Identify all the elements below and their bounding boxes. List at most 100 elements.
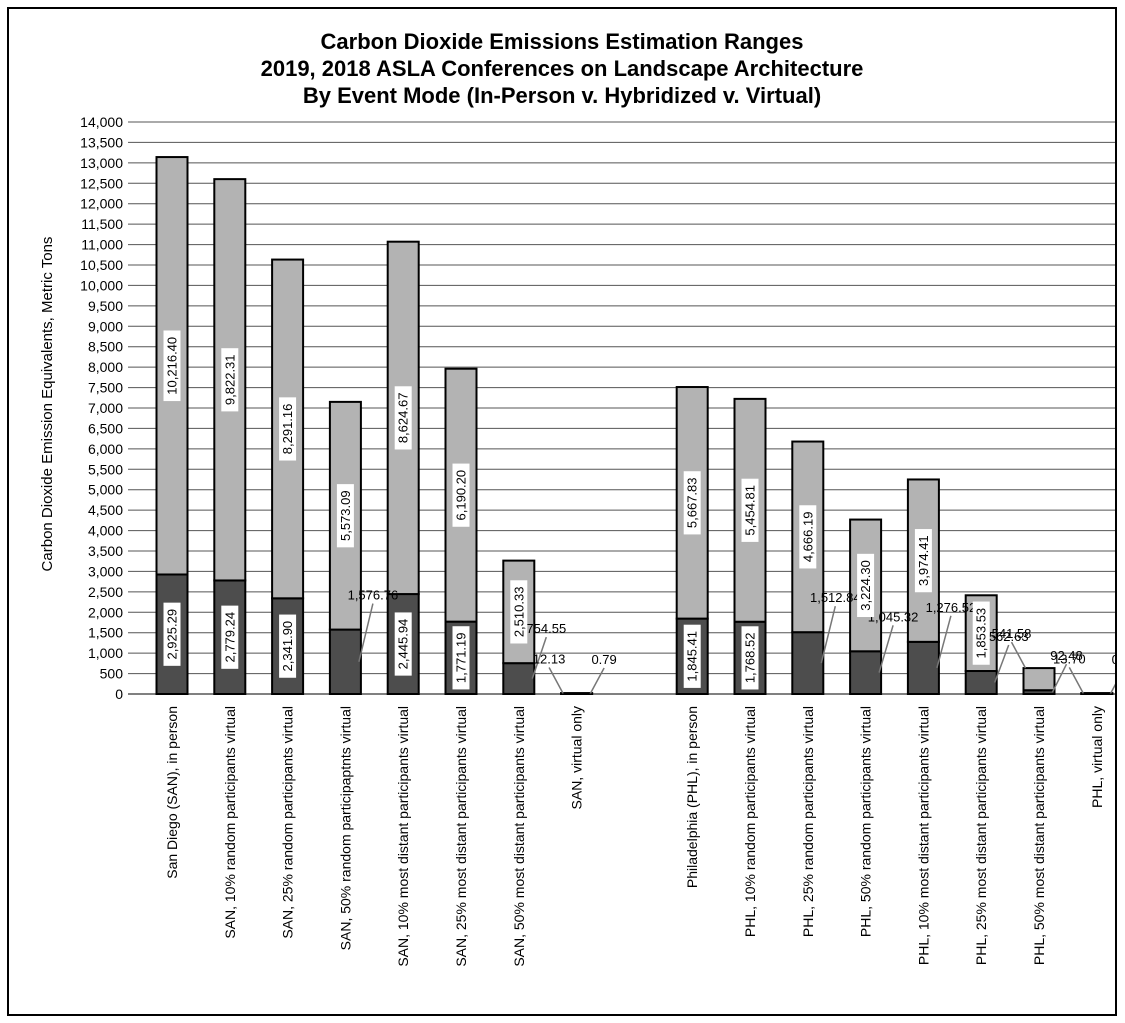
- y-tick-label: 7,500: [88, 380, 123, 396]
- data-label-background: [683, 471, 701, 535]
- chart-title-line-3: By Event Mode (In-Person v. Hybridized v…: [303, 83, 821, 108]
- category-label: PHL, 50% random participants virtual: [858, 706, 874, 937]
- data-label: 2,779.24: [222, 612, 237, 663]
- data-label-background: [163, 330, 181, 402]
- data-label: 562.63: [989, 629, 1029, 644]
- leader-line: [531, 636, 548, 679]
- y-tick-label: 500: [100, 666, 124, 682]
- chart-title: Carbon Dioxide Emissions Estimation Rang…: [261, 29, 864, 108]
- data-label: 1,512.84: [810, 590, 861, 605]
- y-tick-label: 5,000: [88, 482, 123, 498]
- chart-title-line-1: Carbon Dioxide Emissions Estimation Rang…: [321, 29, 804, 54]
- leader-line: [878, 625, 894, 673]
- y-tick-label: 11,000: [81, 237, 123, 253]
- data-label: 0.91: [1112, 652, 1115, 667]
- data-label: 541.58: [992, 626, 1032, 641]
- data-label: 3,224.30: [858, 560, 873, 611]
- data-label-background: [163, 602, 181, 666]
- category-label: PHL, virtual only: [1089, 706, 1105, 808]
- data-label-background: [972, 601, 990, 665]
- data-label-background: [914, 529, 932, 593]
- data-label: 754.55: [526, 621, 566, 636]
- category-label: Philadelphia (PHL), in person: [684, 706, 700, 888]
- data-label: 92.48: [1050, 648, 1083, 663]
- data-label: 1,768.52: [743, 633, 758, 684]
- y-tick-label: 8,000: [88, 359, 123, 375]
- category-label: SAN, 25% most distant participants virtu…: [453, 706, 469, 967]
- y-tick-label: 9,500: [88, 298, 123, 314]
- category-label: SAN, 10% random participants virtual: [222, 706, 238, 939]
- data-label: 1,576.76: [348, 588, 399, 603]
- y-tick-label: 10,000: [80, 277, 123, 293]
- data-label-background: [741, 478, 759, 542]
- data-label: 12.13: [533, 651, 566, 666]
- bars: [155, 156, 1114, 696]
- category-label: San Diego (SAN), in person: [164, 706, 180, 879]
- data-label: 1,276.52: [926, 600, 977, 615]
- y-tick-label: 4,000: [88, 523, 123, 539]
- data-label-background: [452, 463, 470, 527]
- data-label-background: [394, 386, 412, 450]
- y-tick-label: 0: [115, 686, 123, 702]
- y-axis-ticks: 0 500 1,000 1,500 2,000 2,500 3,000 3,500 4,000 4…: [80, 114, 123, 702]
- category-label: SAN, virtual only: [569, 706, 585, 809]
- y-tick-label: 7,000: [88, 400, 123, 416]
- data-label-background: [510, 580, 528, 644]
- y-tick-label: 4,500: [88, 502, 123, 518]
- data-label-background: [683, 624, 701, 688]
- data-label-background: [394, 612, 412, 676]
- category-label: PHL, 10% most distant participants virtu…: [915, 706, 931, 965]
- data-label: 2,341.90: [280, 621, 295, 672]
- data-label: 1,045.32: [868, 609, 919, 624]
- leader-line: [936, 615, 952, 669]
- data-label: 2,445.94: [396, 619, 411, 670]
- leader-line: [993, 644, 1010, 683]
- data-label: 6,190.20: [454, 470, 469, 521]
- y-tick-label: 6,500: [88, 420, 123, 436]
- leader-line: [548, 667, 564, 694]
- bar-segment-lower: [849, 650, 883, 695]
- y-tick-label: 13,000: [80, 155, 123, 171]
- category-label: PHL, 10% random participants virtual: [742, 706, 758, 937]
- category-label: SAN, 50% random participaptnts virtual: [337, 706, 353, 950]
- y-tick-label: 12,500: [80, 175, 123, 191]
- bar-segment-lower: [502, 662, 536, 696]
- y-tick-label: 3,000: [88, 563, 123, 579]
- y-tick-label: 2,500: [88, 584, 123, 600]
- bar-segment-lower: [906, 640, 940, 695]
- y-tick-label: 1,000: [88, 645, 123, 661]
- data-label-background: [336, 484, 354, 548]
- leader-line: [1010, 641, 1027, 669]
- leader-line: [820, 606, 837, 664]
- category-label: PHL, 25% most distant participants virtu…: [973, 706, 989, 965]
- bar-segment-lower: [328, 628, 362, 695]
- category-label: SAN, 10% most distant participants virtu…: [395, 706, 411, 967]
- data-label-background: [279, 614, 297, 678]
- category-label: SAN, 25% random participants virtual: [280, 706, 296, 939]
- label-leader-lines: [358, 603, 1115, 695]
- data-label: 2,925.29: [165, 609, 180, 660]
- leader-line: [1109, 683, 1115, 695]
- leader-line: [1051, 663, 1068, 693]
- data-label: 4,666.19: [800, 512, 815, 563]
- data-label: 13.70: [1053, 651, 1086, 666]
- y-tick-label: 3,500: [88, 543, 123, 559]
- data-label: 5,573.09: [338, 490, 353, 541]
- data-label: 5,454.81: [743, 485, 758, 536]
- data-label: 0.79: [591, 652, 616, 667]
- leader-line: [1068, 667, 1084, 694]
- data-label-background: [452, 626, 470, 690]
- chart: Carbon Dioxide Emissions Estimation Rang…: [39, 29, 1115, 967]
- bar-segment-upper: [1022, 667, 1056, 692]
- leader-line: [589, 667, 605, 695]
- category-label: PHL, 50% most distant participants virtu…: [1031, 706, 1047, 965]
- y-tick-label: 5,500: [88, 461, 123, 477]
- y-tick-label: 11,500: [81, 216, 123, 232]
- y-tick-label: 13,500: [80, 134, 123, 150]
- data-label: 10,216.40: [165, 337, 180, 395]
- category-label: PHL, 25% random participants virtual: [800, 706, 816, 937]
- y-tick-label: 6,000: [88, 441, 123, 457]
- data-label: 8,291.16: [280, 404, 295, 455]
- y-tick-label: 10,500: [80, 257, 123, 273]
- data-label: 8,624.67: [396, 393, 411, 444]
